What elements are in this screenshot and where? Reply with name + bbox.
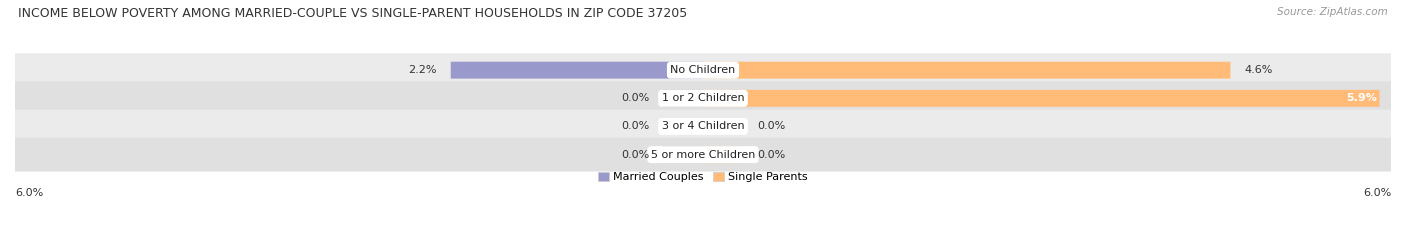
Text: INCOME BELOW POVERTY AMONG MARRIED-COUPLE VS SINGLE-PARENT HOUSEHOLDS IN ZIP COD: INCOME BELOW POVERTY AMONG MARRIED-COUPL… [18,7,688,20]
Text: 0.0%: 0.0% [756,150,785,160]
FancyBboxPatch shape [451,62,703,79]
FancyBboxPatch shape [6,110,1400,143]
Text: No Children: No Children [671,65,735,75]
Text: 0.0%: 0.0% [621,150,650,160]
FancyBboxPatch shape [6,81,1400,115]
Text: 2.2%: 2.2% [409,65,437,75]
Text: 6.0%: 6.0% [15,188,44,198]
Text: 0.0%: 0.0% [756,121,785,131]
FancyBboxPatch shape [703,118,744,135]
Text: 4.6%: 4.6% [1244,65,1272,75]
FancyBboxPatch shape [662,118,703,135]
Text: Source: ZipAtlas.com: Source: ZipAtlas.com [1277,7,1388,17]
Legend: Married Couples, Single Parents: Married Couples, Single Parents [598,171,808,182]
FancyBboxPatch shape [662,90,703,107]
FancyBboxPatch shape [662,146,703,163]
FancyBboxPatch shape [6,138,1400,171]
FancyBboxPatch shape [703,146,744,163]
Text: 5.9%: 5.9% [1347,93,1378,103]
FancyBboxPatch shape [703,62,1230,79]
Text: 1 or 2 Children: 1 or 2 Children [662,93,744,103]
Text: 6.0%: 6.0% [1362,188,1391,198]
Text: 3 or 4 Children: 3 or 4 Children [662,121,744,131]
Text: 0.0%: 0.0% [621,93,650,103]
Text: 5 or more Children: 5 or more Children [651,150,755,160]
Text: 0.0%: 0.0% [621,121,650,131]
FancyBboxPatch shape [6,53,1400,87]
FancyBboxPatch shape [703,90,1379,107]
